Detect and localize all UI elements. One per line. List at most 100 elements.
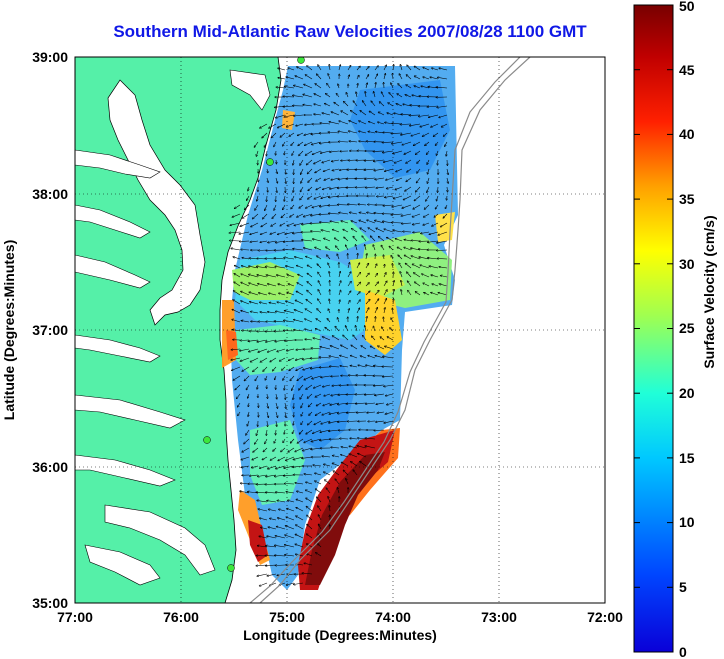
velocity-arrow bbox=[298, 141, 304, 146]
velocity-arrow bbox=[302, 456, 313, 458]
velocity-arrow bbox=[425, 141, 430, 146]
velocity-arrow bbox=[399, 74, 403, 80]
velocity-arrow bbox=[241, 274, 250, 278]
velocity-arrow bbox=[343, 335, 349, 341]
velocity-arrow bbox=[270, 357, 277, 362]
velocity-arrow bbox=[231, 248, 241, 251]
velocity-arrow bbox=[341, 345, 349, 350]
velocity-arrow bbox=[353, 236, 358, 242]
velocity-arrow bbox=[326, 247, 331, 251]
x-axis-label: Longitude (Degrees:Minutes) bbox=[243, 627, 437, 643]
velocity-arrow bbox=[344, 237, 349, 242]
colorbar-tick: 15 bbox=[679, 450, 695, 466]
velocity-arrow bbox=[255, 438, 259, 444]
velocity-arrow bbox=[287, 509, 295, 512]
velocity-arrow bbox=[356, 308, 360, 314]
velocity-arrow bbox=[351, 345, 358, 350]
velocity-arrow bbox=[431, 275, 439, 278]
velocity-arrow bbox=[323, 168, 331, 171]
velocity-arrow bbox=[411, 132, 421, 136]
velocity-arrow bbox=[287, 292, 295, 296]
velocity-arrow bbox=[324, 464, 331, 467]
velocity-arrow bbox=[307, 282, 313, 287]
velocity-arrow bbox=[341, 462, 349, 467]
velocity-arrow bbox=[361, 346, 367, 350]
velocity-arrow bbox=[328, 309, 331, 314]
velocity-arrow bbox=[241, 456, 250, 460]
velocity-arrow bbox=[266, 565, 277, 566]
velocity-arrow bbox=[320, 438, 331, 440]
velocity-arrow bbox=[415, 282, 421, 287]
velocity-arrow bbox=[250, 475, 259, 476]
velocity-arrow bbox=[308, 402, 313, 407]
velocity-arrow bbox=[266, 411, 268, 417]
velocity-arrow bbox=[401, 281, 402, 287]
velocity-arrow bbox=[293, 159, 294, 165]
velocity-arrow bbox=[235, 204, 241, 209]
velocity-arrow bbox=[315, 411, 322, 415]
velocity-arrow bbox=[284, 311, 295, 314]
velocity-arrow bbox=[339, 300, 340, 305]
velocity-arrow bbox=[365, 263, 369, 269]
velocity-arrow bbox=[371, 101, 376, 107]
velocity-arrow bbox=[275, 555, 286, 556]
velocity-arrow bbox=[341, 455, 349, 458]
velocity-arrow bbox=[401, 132, 412, 135]
velocity-arrow bbox=[350, 366, 358, 368]
velocity-arrow bbox=[257, 573, 268, 576]
velocity-arrow bbox=[284, 320, 295, 323]
velocity-arrow bbox=[332, 463, 340, 467]
velocity-arrow bbox=[383, 376, 394, 377]
velocity-arrow bbox=[288, 284, 295, 287]
velocity-arrow bbox=[443, 213, 448, 218]
velocity-arrow bbox=[324, 472, 331, 476]
velocity-arrow bbox=[284, 114, 295, 117]
plot-frame bbox=[74, 56, 606, 604]
velocity-arrow bbox=[434, 213, 439, 217]
velocity-arrow bbox=[397, 94, 403, 98]
velocity-arrow bbox=[340, 356, 349, 359]
velocity-arrow bbox=[374, 290, 379, 296]
velocity-arrow bbox=[438, 231, 448, 235]
velocity-arrow bbox=[260, 312, 268, 313]
velocity-arrow bbox=[403, 232, 412, 233]
velocity-arrow bbox=[238, 411, 241, 416]
velocity-arrow bbox=[299, 384, 304, 390]
velocity-arrow bbox=[276, 311, 286, 314]
lon-tick-labels: 77:00 76:00 75:00 74:00 73:00 72:00 bbox=[57, 609, 623, 625]
velocity-arrow bbox=[287, 348, 295, 351]
velocity-arrow bbox=[374, 308, 377, 314]
velocity-arrow bbox=[356, 187, 367, 188]
velocity-arrow bbox=[244, 438, 250, 444]
velocity-arrow bbox=[259, 582, 268, 586]
velocity-arrow bbox=[366, 317, 367, 323]
velocity-arrow bbox=[250, 357, 259, 362]
velocity-arrow bbox=[400, 124, 412, 125]
colorbar-tick: 30 bbox=[679, 256, 695, 272]
velocity-arrow bbox=[315, 393, 322, 397]
velocity-arrow bbox=[284, 484, 295, 485]
velocity-arrow bbox=[335, 479, 340, 485]
velocity-arrow bbox=[424, 204, 430, 209]
velocity-arrow bbox=[339, 213, 349, 215]
velocity-arrow bbox=[332, 168, 340, 171]
velocity-arrow bbox=[240, 340, 250, 341]
velocity-arrow bbox=[365, 177, 376, 179]
velocity-arrow bbox=[347, 263, 350, 269]
velocity-arrow bbox=[422, 274, 430, 278]
velocity-arrow bbox=[307, 273, 313, 278]
velocity-arrow bbox=[374, 282, 379, 287]
velocity-arrow bbox=[446, 150, 447, 156]
velocity-arrow bbox=[275, 266, 286, 269]
velocity-arrow bbox=[414, 273, 421, 278]
velocity-arrow bbox=[234, 282, 241, 287]
velocity-arrow bbox=[327, 84, 331, 89]
velocity-arrow bbox=[412, 213, 421, 217]
velocity-arrow bbox=[408, 291, 412, 296]
velocity-arrow bbox=[410, 123, 421, 126]
velocity-arrow bbox=[400, 65, 403, 71]
velocity-arrow bbox=[257, 195, 258, 201]
velocity-arrow bbox=[308, 186, 313, 191]
velocity-arrow bbox=[417, 168, 421, 173]
